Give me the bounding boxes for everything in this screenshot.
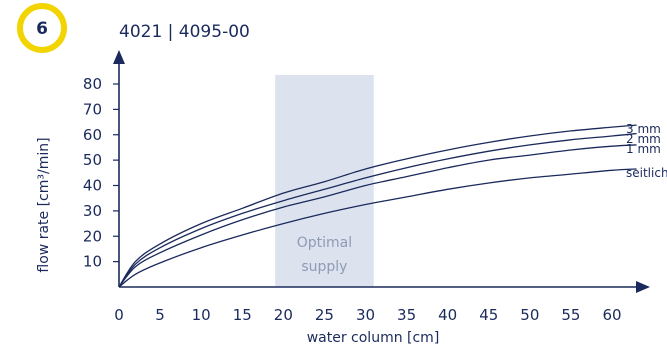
y-axis-arrow: [113, 50, 125, 64]
y-tick-label: 80: [83, 75, 102, 93]
x-tick-label: 5: [155, 306, 165, 324]
series-line-seitlich: [118, 168, 637, 288]
series-labels: 3 mm2 mm1 mm seitlich: [626, 122, 667, 180]
x-tick-label: 0: [114, 306, 124, 324]
x-tick-label: 60: [602, 306, 621, 324]
series-lines: [118, 124, 637, 288]
band-label-line-2: supply: [301, 259, 347, 275]
series-label-seitlich: seitlich: [626, 166, 667, 180]
optimal-supply-band: [275, 75, 374, 287]
axes: [113, 50, 650, 293]
chart-title: 4021 | 4095-00: [119, 22, 250, 42]
badge-number: 6: [36, 19, 48, 39]
x-tick-label: 25: [315, 306, 334, 324]
y-tick-label: 70: [83, 100, 102, 118]
y-tick-label: 40: [83, 177, 102, 195]
y-tick-label: 10: [83, 253, 102, 271]
y-axis-label: flow rate [cm³/min]: [36, 137, 52, 272]
x-tick-label: 45: [479, 306, 498, 324]
x-tick-label: 35: [397, 306, 416, 324]
x-tick-label: 20: [274, 306, 293, 324]
y-tick-label: 20: [83, 227, 102, 245]
x-tick-label: 30: [356, 306, 375, 324]
x-axis-arrow: [636, 281, 650, 293]
series-line-3-mm: [118, 124, 637, 288]
x-tick-label: 40: [438, 306, 457, 324]
y-tick-label: 50: [83, 151, 102, 169]
series-line-2-mm: [118, 132, 637, 288]
series-label-2-mm: 2 mm: [626, 132, 661, 146]
x-tick-label: 55: [561, 306, 580, 324]
x-tick-label: 50: [520, 306, 539, 324]
x-axis-label: water column [cm]: [307, 330, 440, 346]
badge-ring: [17, 3, 67, 53]
series-label-1-mm: 1 mm: [626, 142, 661, 156]
series-label-3-mm: 3 mm: [626, 122, 661, 136]
y-tick-labels: 10 20 30 40 50 60 70 80: [83, 75, 102, 271]
series-line-1-mm: [118, 144, 637, 288]
y-tick-label: 60: [83, 126, 102, 144]
y-tick-label: 30: [83, 202, 102, 220]
x-tick-label: 15: [233, 306, 252, 324]
x-tick-labels: 0 5 10 15 20 25 30 35 40 45 50 55 60: [114, 306, 621, 324]
plot-area: Optimal supply: [275, 75, 374, 287]
x-tick-label: 10: [192, 306, 211, 324]
badge: 6: [17, 3, 67, 53]
band-label-line-1: Optimal: [297, 235, 352, 251]
